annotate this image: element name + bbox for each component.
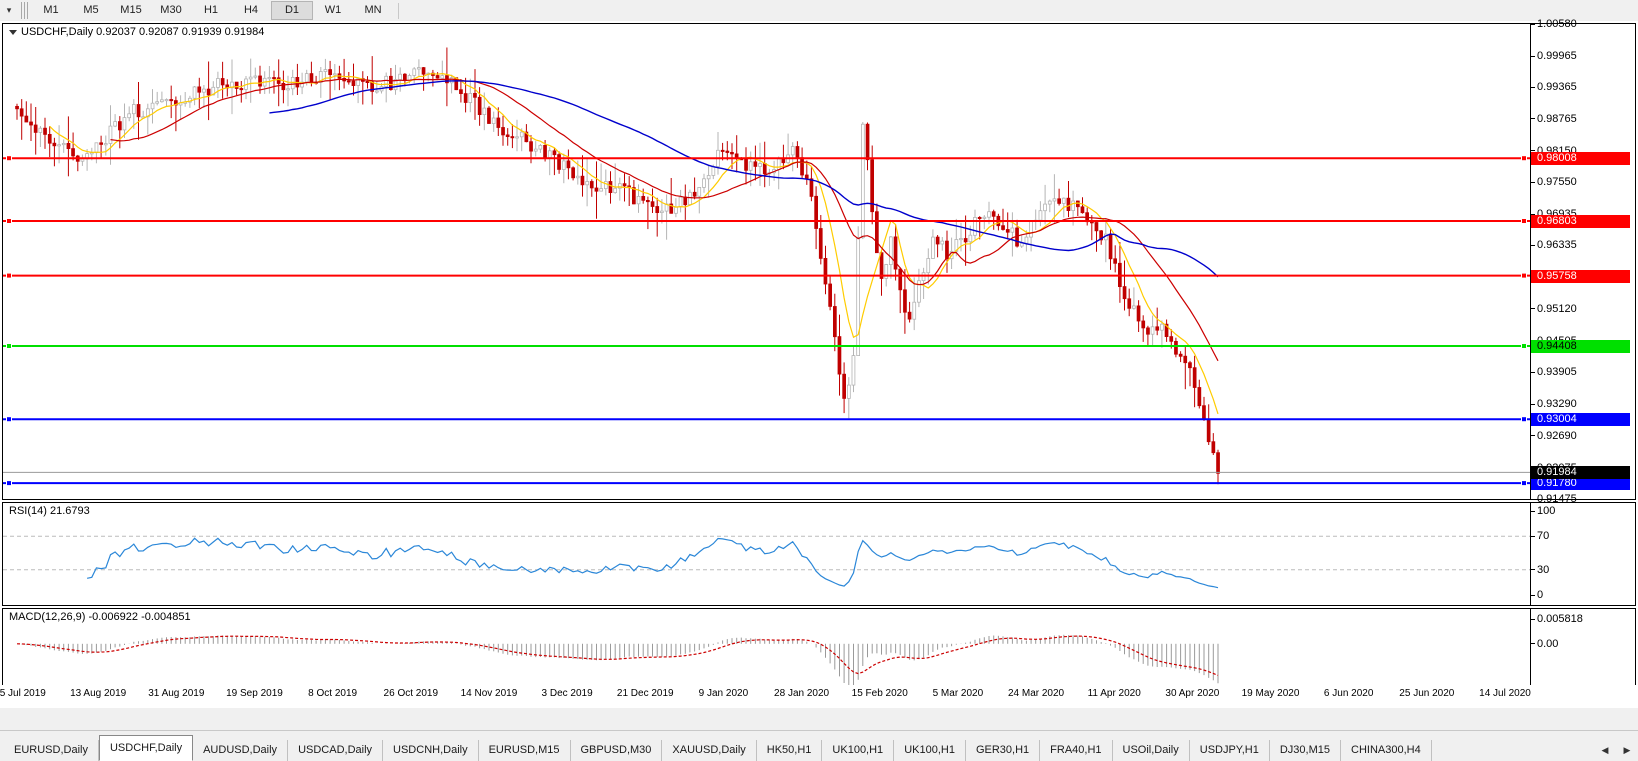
price-tick: 0.99965 bbox=[1531, 51, 1577, 62]
date-label: 14 Nov 2019 bbox=[460, 688, 518, 699]
price-tick: 0.98765 bbox=[1531, 113, 1577, 124]
price-tick: 0.91475 bbox=[1531, 494, 1577, 505]
tab-scroll-right-icon[interactable]: ▶ bbox=[1623, 745, 1631, 755]
price-level-tag[interactable]: 0.94408 bbox=[1531, 339, 1630, 353]
chart-tab-audusd-daily[interactable]: AUDUSD,Daily bbox=[193, 740, 289, 761]
date-label: 25 Jul 2019 bbox=[0, 688, 46, 699]
tab-scroll-left-icon[interactable]: ◀ bbox=[1601, 745, 1609, 755]
chart-tab-usdcad-daily[interactable]: USDCAD,Daily bbox=[288, 740, 384, 761]
date-label: 19 Sep 2019 bbox=[226, 688, 283, 699]
chart-tab-china300-h4[interactable]: CHINA300,H4 bbox=[1341, 740, 1432, 761]
chart-tab-dj30-m15[interactable]: DJ30,M15 bbox=[1269, 740, 1341, 761]
date-label: 15 Feb 2020 bbox=[851, 688, 908, 699]
toolbar-grip[interactable] bbox=[21, 2, 28, 19]
timeframe-m5-button[interactable]: M5 bbox=[83, 4, 99, 16]
chart-area[interactable]: USDCHF,Daily 0.92037 0.92087 0.91939 0.9… bbox=[0, 19, 1638, 708]
price-tick: 0.95120 bbox=[1531, 303, 1577, 314]
date-label: 5 Mar 2020 bbox=[932, 688, 984, 699]
date-label: 25 Jun 2020 bbox=[1399, 688, 1455, 699]
chart-tab-eurusd-m15[interactable]: EURUSD,M15 bbox=[478, 740, 571, 761]
chart-tab-usdjpy-h1[interactable]: USDJPY,H1 bbox=[1189, 740, 1270, 761]
toolbar-divider bbox=[398, 2, 399, 19]
chart-tab-eurusd-daily[interactable]: EURUSD,Daily bbox=[4, 740, 99, 761]
rsi-pane-label: RSI(14) 21.6793 bbox=[9, 505, 90, 517]
timeframe-h4-button[interactable]: H4 bbox=[243, 4, 259, 16]
price-pane-label-text: USDCHF,Daily 0.92037 0.92087 0.91939 0.9… bbox=[21, 26, 265, 38]
macd-tick: 0.00 bbox=[1531, 638, 1558, 649]
collapse-triangle-icon[interactable] bbox=[9, 29, 17, 35]
rsi-tick: 100 bbox=[1531, 506, 1555, 517]
macd-plot[interactable] bbox=[3, 609, 1530, 703]
macd-histogram bbox=[16, 634, 1219, 688]
price-candles bbox=[3, 47, 1530, 487]
date-label: 21 Dec 2019 bbox=[616, 688, 674, 699]
last-price-tag: 0.91984 bbox=[1531, 466, 1630, 480]
chart-tab-usoil-daily[interactable]: USOil,Daily bbox=[1112, 740, 1190, 761]
rsi-pane[interactable]: RSI(14) 21.6793 100 70 30 0 bbox=[2, 502, 1636, 606]
date-label: 24 Mar 2020 bbox=[1007, 688, 1065, 699]
price-tick: 0.97550 bbox=[1531, 177, 1577, 188]
price-tick: 1.00580 bbox=[1531, 19, 1577, 30]
date-label: 9 Jan 2020 bbox=[698, 688, 749, 699]
price-level-tag[interactable]: 0.98008 bbox=[1531, 152, 1630, 166]
timeframe-m30-button[interactable]: M30 bbox=[160, 4, 182, 16]
chart-tab-usdchf-daily[interactable]: USDCHF,Daily bbox=[98, 735, 194, 761]
price-level-tag[interactable]: 0.96803 bbox=[1531, 215, 1630, 229]
timeframe-toolbar: ▾ M1 M5 M15 M30 H1 H4 D1 W1 MN bbox=[0, 0, 1638, 22]
date-label: 14 Jul 2020 bbox=[1479, 688, 1531, 699]
date-label: 28 Jan 2020 bbox=[774, 688, 830, 699]
price-level-tag[interactable]: 0.95758 bbox=[1531, 269, 1630, 283]
date-axis: 25 Jul 2019 13 Aug 2019 31 Aug 2019 19 Sep … bbox=[0, 685, 1638, 705]
price-tick: 0.96935 bbox=[1531, 209, 1577, 220]
rsi-tick: 30 bbox=[1531, 564, 1549, 575]
chart-tab-hk50-h1[interactable]: HK50,H1 bbox=[756, 740, 823, 761]
rsi-plot[interactable] bbox=[3, 503, 1530, 605]
date-label: 19 May 2020 bbox=[1241, 688, 1300, 699]
chart-tab-fra40-h1[interactable]: FRA40,H1 bbox=[1040, 740, 1113, 761]
chart-tab-uk100-h1[interactable]: UK100,H1 bbox=[894, 740, 966, 761]
chart-tab-gbpusd-m30[interactable]: GBPUSD,M30 bbox=[570, 740, 663, 761]
price-level-tag[interactable]: 0.93004 bbox=[1531, 413, 1630, 427]
macd-pane-label: MACD(12,26,9) -0.006922 -0.004851 bbox=[9, 611, 191, 623]
rsi-scale: 100 70 30 0 bbox=[1530, 503, 1635, 605]
date-label: 26 Oct 2019 bbox=[383, 688, 439, 699]
price-scale[interactable]: 1.00580 0.99965 0.99365 0.98765 0.98150 0.975… bbox=[1530, 19, 1635, 505]
chart-tab-usdcnh-daily[interactable]: USDCNH,Daily bbox=[383, 740, 479, 761]
price-level-tag[interactable]: 0.91780 bbox=[1531, 477, 1630, 491]
price-plot[interactable] bbox=[3, 24, 1530, 499]
chart-tab-bar[interactable]: EURUSD,Daily USDCHF,Daily AUDUSD,Daily USDC… bbox=[0, 730, 1638, 761]
toolbar-overflow-icon[interactable]: ▾ bbox=[6, 5, 12, 15]
date-label: 11 Apr 2020 bbox=[1087, 688, 1141, 699]
date-label: 6 Jun 2020 bbox=[1323, 688, 1374, 699]
price-tick: 0.93290 bbox=[1531, 399, 1577, 410]
rsi-line bbox=[3, 535, 1530, 589]
chart-tab-xauusd-daily[interactable]: XAUUSD,Daily bbox=[662, 740, 757, 761]
chart-tab-uk100-h1[interactable]: UK100,H1 bbox=[822, 740, 895, 761]
price-tick: 0.93905 bbox=[1531, 367, 1577, 378]
timeframe-mn-button[interactable]: MN bbox=[364, 4, 382, 16]
price-pane-label: USDCHF,Daily 0.92037 0.92087 0.91939 0.9… bbox=[9, 26, 264, 38]
price-tick: 0.99365 bbox=[1531, 82, 1577, 93]
price-pane[interactable]: USDCHF,Daily 0.92037 0.92087 0.91939 0.9… bbox=[2, 19, 1636, 505]
macd-tick: 0.005818 bbox=[1531, 614, 1583, 625]
timeframe-m15-button[interactable]: M15 bbox=[120, 4, 142, 16]
date-label: 13 Aug 2019 bbox=[70, 688, 127, 699]
timeframe-d1-button[interactable]: D1 bbox=[271, 1, 313, 20]
timeframe-m1-button[interactable]: M1 bbox=[43, 4, 59, 16]
date-label: 30 Apr 2020 bbox=[1165, 688, 1220, 699]
price-tick: 0.96335 bbox=[1531, 240, 1577, 251]
timeframe-w1-button[interactable]: W1 bbox=[324, 4, 342, 16]
timeframe-h1-button[interactable]: H1 bbox=[203, 4, 219, 16]
date-label: 3 Dec 2019 bbox=[541, 688, 593, 699]
date-label: 31 Aug 2019 bbox=[148, 688, 205, 699]
rsi-tick: 70 bbox=[1531, 531, 1549, 542]
rsi-tick: 0 bbox=[1531, 590, 1543, 601]
price-tick: 0.92690 bbox=[1531, 430, 1577, 441]
price-tick: 0.98150 bbox=[1531, 145, 1577, 156]
chart-tab-ger30-h1[interactable]: GER30,H1 bbox=[965, 740, 1041, 761]
date-label: 8 Oct 2019 bbox=[308, 688, 358, 699]
